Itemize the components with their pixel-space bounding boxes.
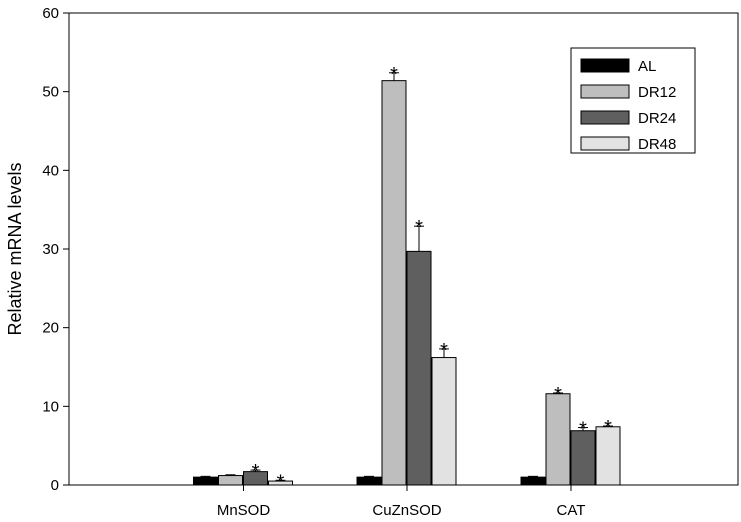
significance-marker: * [390, 64, 398, 86]
y-axis-label: Relative mRNA levels [5, 162, 25, 335]
legend-label-dr24: DR24 [638, 110, 676, 127]
bar-al-mnsod [193, 476, 218, 486]
legend-swatch-dr12 [580, 84, 630, 99]
y-tick-label: 0 [51, 477, 59, 494]
bar-dr12-cat [545, 393, 571, 486]
category-label: CuZnSOD [372, 502, 441, 519]
y-axis: 0 10 20 30 40 50 60 [42, 5, 69, 494]
legend-label-dr12: DR12 [638, 84, 676, 101]
significance-marker: * [554, 384, 562, 406]
bar-al-cuznsod [356, 476, 382, 486]
bar-dr24-cuznsod [406, 250, 432, 486]
x-axis: MnSOD CuZnSOD CAT [217, 485, 586, 519]
significance-marker: * [252, 461, 260, 483]
significance-marker: * [604, 417, 612, 439]
y-tick-label: 10 [42, 398, 59, 415]
bar-al-cat [520, 476, 546, 486]
y-tick-label: 40 [42, 162, 59, 179]
category-label: MnSOD [217, 502, 271, 519]
bar-dr48-cuznsod [431, 357, 457, 486]
bar-dr12-cuznsod [381, 80, 407, 486]
y-tick-label: 20 [42, 320, 59, 337]
y-tick-label: 30 [42, 241, 59, 258]
bar-dr12-mnsod [218, 475, 243, 486]
bar-dr48-cat [595, 426, 621, 486]
bar-dr24-cat [570, 430, 596, 486]
significance-marker: * [415, 217, 423, 239]
legend-label-al: AL [638, 58, 656, 75]
legend: AL DR12 DR24 DR48 [570, 47, 696, 154]
legend-swatch-al [580, 58, 630, 73]
legend-swatch-dr48 [580, 136, 630, 151]
category-label: CAT [557, 502, 586, 519]
legend-label-dr48: DR48 [638, 136, 676, 153]
y-tick-label: 60 [42, 5, 59, 22]
significance-marker: * [579, 419, 587, 441]
significance-marker: * [440, 340, 448, 362]
y-tick-label: 50 [42, 84, 59, 101]
bars: * * * * * * * * [193, 64, 621, 493]
significance-marker: * [277, 471, 285, 493]
legend-swatch-dr24 [580, 110, 630, 125]
